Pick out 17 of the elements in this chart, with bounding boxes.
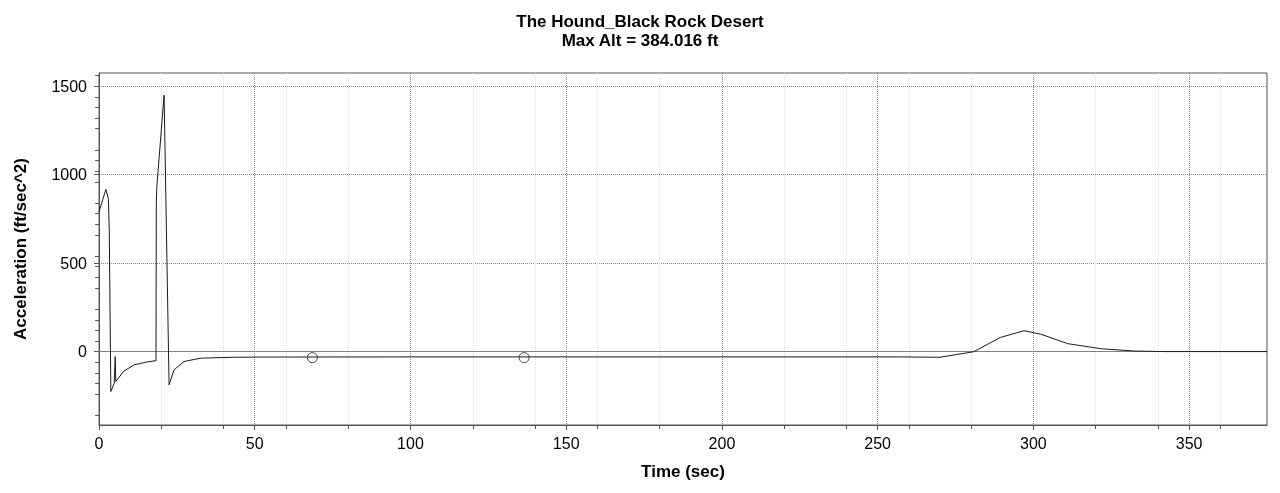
y-axis-title: Acceleration (ft/sec^2) bbox=[11, 158, 30, 340]
x-tick-label: 150 bbox=[552, 434, 580, 452]
y-tick-label: 1500 bbox=[51, 77, 88, 95]
x-tick-label: 200 bbox=[708, 434, 736, 452]
x-tick-label: 100 bbox=[397, 434, 424, 452]
line-series bbox=[98, 94, 1268, 393]
x-tick-label: 0 bbox=[94, 434, 104, 452]
x-axis-title: Time (sec) bbox=[641, 462, 725, 481]
y-tick-label: 0 bbox=[78, 343, 88, 361]
x-tick-label: 350 bbox=[1175, 434, 1203, 452]
x-tick-label: 300 bbox=[1020, 434, 1047, 452]
chart-title: The Hound_Black Rock Desert bbox=[516, 12, 765, 31]
y-tick-label: 500 bbox=[60, 254, 88, 272]
chart-subtitle: Max Alt = 384.016 ft bbox=[561, 31, 719, 50]
y-tick-label: 1000 bbox=[51, 166, 88, 184]
x-tick-label: 250 bbox=[864, 434, 892, 452]
x-tick-label: 50 bbox=[245, 434, 264, 452]
